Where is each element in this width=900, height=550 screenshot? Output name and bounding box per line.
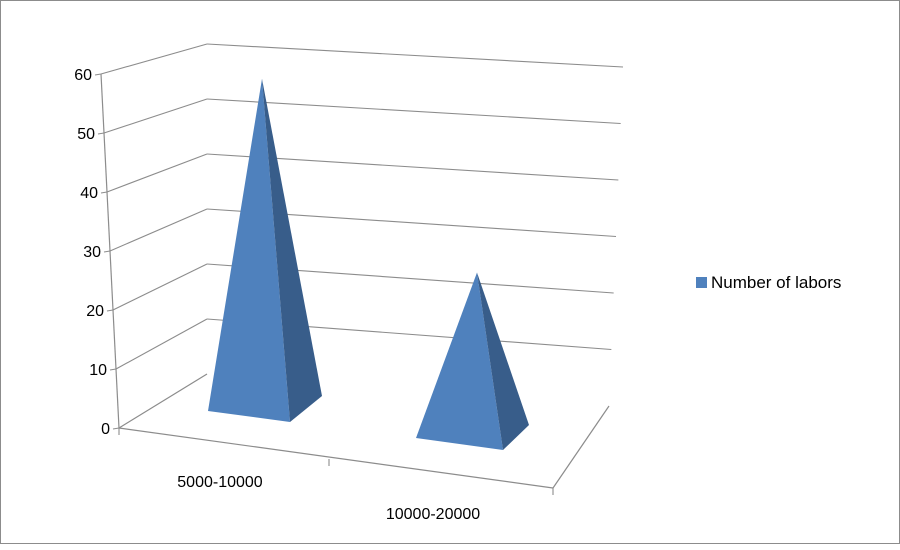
- y-tick-mark-60: [94, 73, 102, 76]
- y-tick-mark-50: [97, 132, 105, 135]
- gridline-back-60: [206, 43, 624, 68]
- legend-label: Number of labors: [711, 273, 841, 292]
- y-tick-mark-30: [103, 250, 111, 253]
- y-tick-label: 50: [77, 126, 95, 143]
- y-tick-label: 60: [74, 67, 92, 84]
- floor-right-edge: [552, 405, 610, 489]
- y-tick-mark-0: [112, 427, 120, 430]
- y-tick-mark-10: [109, 368, 117, 371]
- pyramid-front-10000-20000: [416, 272, 503, 450]
- y-tick-mark-20: [106, 309, 114, 312]
- y-tick-label: 40: [80, 185, 98, 202]
- gridline-back-50: [206, 98, 621, 125]
- gridline-left-60: [100, 43, 208, 75]
- chart-walls: [100, 73, 610, 489]
- legend-swatch: [696, 277, 707, 288]
- pyramid-bars: [208, 78, 529, 450]
- gridline-left-10: [115, 318, 208, 370]
- pyramid-side-5000-10000: [262, 78, 322, 422]
- floor-left-edge: [118, 373, 208, 429]
- y-tick-label: 10: [89, 362, 107, 379]
- floor-front-edge: [118, 427, 554, 489]
- gridlines: [100, 43, 624, 370]
- gridline-left-40: [106, 153, 208, 193]
- gridline-left-30: [109, 208, 208, 252]
- x-axis-ticks: 5000-10000 10000-20000: [118, 428, 554, 523]
- y-tick-label: 30: [83, 244, 101, 261]
- gridline-left-20: [112, 263, 208, 311]
- x-tick-label: 5000-10000: [177, 474, 263, 491]
- y-tick-mark-40: [100, 191, 108, 194]
- pyramid-side-10000-20000: [477, 272, 529, 450]
- legend: Number of labors: [696, 273, 841, 292]
- x-tick-label: 10000-20000: [386, 506, 480, 523]
- gridline-left-50: [103, 98, 208, 134]
- y-axis-ticks: 0 10 20 30 40 50 60: [74, 67, 120, 438]
- y-tick-label: 20: [86, 303, 104, 320]
- y-tick-label: 0: [101, 421, 110, 438]
- pyramid-front-5000-10000: [208, 78, 290, 422]
